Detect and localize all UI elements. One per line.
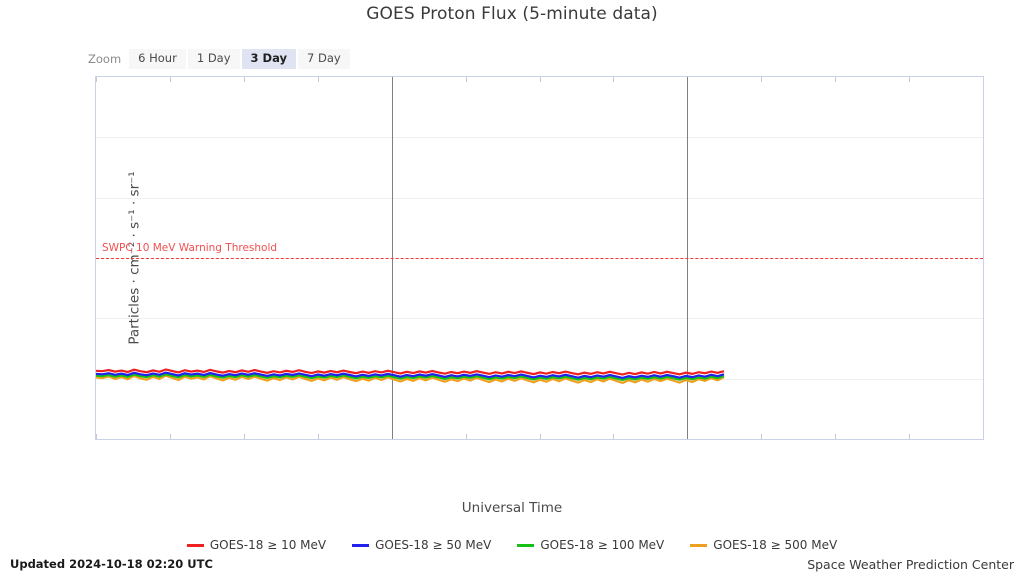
legend-item[interactable]: GOES-18 ≥ 100 MeV [517, 538, 664, 552]
x-axis-top-tick [96, 77, 97, 82]
zoom-button-6-hour[interactable]: 6 Hour [129, 49, 186, 69]
x-axis-tick [465, 434, 467, 439]
series-lines [96, 368, 725, 385]
plot-canvas: 10-210-110010110210310400:00Oct 1606:001… [96, 77, 983, 439]
legend-label: GOES-18 ≥ 500 MeV [713, 538, 838, 552]
x-axis-tick [317, 434, 319, 439]
legend-item[interactable]: GOES-18 ≥ 500 MeV [690, 538, 837, 552]
source-attribution: Space Weather Prediction Center [807, 557, 1014, 572]
series-line [96, 374, 725, 385]
updated-timestamp: Updated 2024-10-18 02:20 UTC [10, 557, 213, 571]
x-axis-top-tick [761, 77, 763, 82]
x-axis-top-tick [539, 77, 541, 82]
series-line [96, 371, 725, 380]
x-axis-top-tick [243, 77, 245, 82]
page-title: GOES Proton Flux (5-minute data) [366, 4, 658, 24]
legend-label: GOES-18 ≥ 100 MeV [540, 538, 665, 552]
x-axis-tick [835, 434, 837, 439]
warning-threshold-line [96, 258, 983, 259]
legend-item[interactable]: GOES-18 ≥ 10 MeV [186, 538, 327, 552]
plot-area: Particles · cm⁻² · s⁻¹ · sr⁻¹ 10-210-110… [95, 76, 984, 440]
series-line [96, 373, 725, 382]
legend-color-swatch [352, 543, 370, 547]
legend-item[interactable]: GOES-18 ≥ 50 MeV [352, 538, 491, 552]
x-axis-tick [909, 434, 911, 439]
x-axis-tick [96, 434, 97, 439]
legend-label: GOES-18 ≥ 10 MeV [209, 538, 327, 552]
zoom-button-7-day[interactable]: 7 Day [298, 49, 350, 69]
horizontal-gridline [96, 137, 983, 139]
x-axis-tick [539, 434, 541, 439]
legend-color-swatch [517, 543, 535, 547]
x-axis-top-tick [317, 77, 319, 82]
x-axis-title: Universal Time [461, 500, 563, 516]
x-axis-tick [169, 434, 171, 439]
x-axis-top-tick [169, 77, 171, 82]
chart-legend: GOES-18 ≥ 10 MeV GOES-18 ≥ 50 MeV GOES-18 … [0, 538, 1024, 552]
x-axis-tick [761, 434, 763, 439]
zoom-button-1-day[interactable]: 1 Day [187, 49, 240, 69]
legend-color-swatch [186, 543, 204, 547]
legend-label: GOES-18 ≥ 50 MeV [375, 538, 492, 552]
x-axis-top-tick [465, 77, 467, 82]
series-line [96, 368, 725, 376]
legend-color-swatch [690, 543, 708, 547]
x-axis-top-tick [613, 77, 615, 82]
x-axis-top-tick [835, 77, 837, 82]
zoom-control-label: Zoom [88, 52, 122, 66]
x-axis-tick [613, 434, 615, 439]
horizontal-gridline [96, 318, 983, 320]
x-axis-top-tick [909, 77, 911, 82]
x-axis-tick [243, 434, 245, 439]
zoom-range-control: Zoom 6 Hour 1 Day 3 Day 7 Day [88, 49, 352, 69]
warning-threshold-label: SWPC 10 MeV Warning Threshold [102, 242, 278, 254]
horizontal-gridline [96, 197, 983, 199]
zoom-button-3-day[interactable]: 3 Day [241, 49, 296, 69]
